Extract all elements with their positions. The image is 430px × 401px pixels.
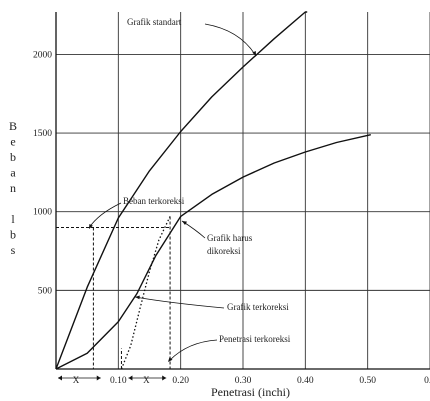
leader-harus-dikoreksi-head bbox=[182, 221, 187, 225]
vertical-grid bbox=[117, 12, 430, 369]
annotation-grafik-harus: Grafik harus bbox=[207, 233, 253, 243]
offset-dimension-1-head-right bbox=[96, 375, 101, 381]
offset-dimension-1-head-left bbox=[58, 375, 62, 381]
leader-penetrasi-head bbox=[168, 357, 173, 362]
annotation-grafik-standart: Grafik standart bbox=[127, 17, 182, 27]
leader-standart-head bbox=[252, 51, 256, 56]
x-tick-label: 0.40 bbox=[297, 376, 314, 386]
annotation-dikoreksi: dikoreksi bbox=[207, 246, 241, 256]
y-axis-label-letter: b bbox=[10, 228, 16, 242]
annotation-penetrasi-terkoreksi: Penetrasi terkoreksi bbox=[219, 334, 291, 344]
series-line bbox=[55, 11, 308, 370]
x-axis-title: Penetrasi (inchi) bbox=[211, 385, 290, 399]
offset-x-label: X bbox=[73, 375, 80, 385]
leader-penetrasi bbox=[169, 339, 218, 361]
annotation-grafik-terkoreksi: Grafik terkoreksi bbox=[227, 302, 289, 312]
x-tick-label: 0.10 bbox=[110, 376, 127, 386]
annotations: X X Grafik standart Beban terkoreksi Grafik … bbox=[73, 17, 291, 385]
x-tick-label: 0.20 bbox=[172, 376, 189, 386]
x-tick-label: 0.30 bbox=[235, 376, 252, 386]
leader-terkoreksi-head bbox=[135, 295, 140, 300]
construction-lines bbox=[56, 216, 171, 381]
y-tick-label: 1000 bbox=[33, 208, 52, 218]
offset-x-label: X bbox=[143, 375, 150, 385]
leader-standart bbox=[204, 23, 257, 57]
x-tick-label: 0.6 bbox=[424, 376, 430, 386]
x-tick-label: 0.50 bbox=[359, 376, 376, 386]
leader-terkoreksi bbox=[134, 296, 225, 309]
series-line bbox=[55, 134, 371, 370]
annotation-beban-terkoreksi: Beban terkoreksi bbox=[123, 196, 185, 206]
corrected-curve-line bbox=[120, 216, 171, 370]
y-axis-label-letter: b bbox=[10, 150, 16, 164]
y-axis-label-letter: l bbox=[11, 212, 15, 226]
axes bbox=[55, 12, 430, 370]
leader-beban-head bbox=[89, 224, 93, 229]
y-tick-label: 2000 bbox=[33, 50, 52, 60]
tick-labels: 0.10 0.20 0.30 0.40 0.50 0.6 500 1000 1500 2000 bbox=[33, 50, 430, 386]
horizontal-grid bbox=[56, 54, 430, 291]
offset-dimension-2-head-right bbox=[162, 375, 167, 381]
series-group bbox=[55, 11, 371, 370]
y-axis-label-letter: n bbox=[10, 181, 16, 195]
y-axis-label-letter: e bbox=[10, 135, 15, 149]
y-axis-label-letter: a bbox=[10, 166, 16, 180]
y-axis-label-letter: s bbox=[11, 243, 16, 257]
y-tick-label: 1500 bbox=[33, 129, 52, 139]
offset-dimension-2-head-left bbox=[128, 375, 133, 381]
y-axis-label-letter: B bbox=[9, 119, 17, 133]
y-tick-label: 500 bbox=[38, 286, 53, 296]
